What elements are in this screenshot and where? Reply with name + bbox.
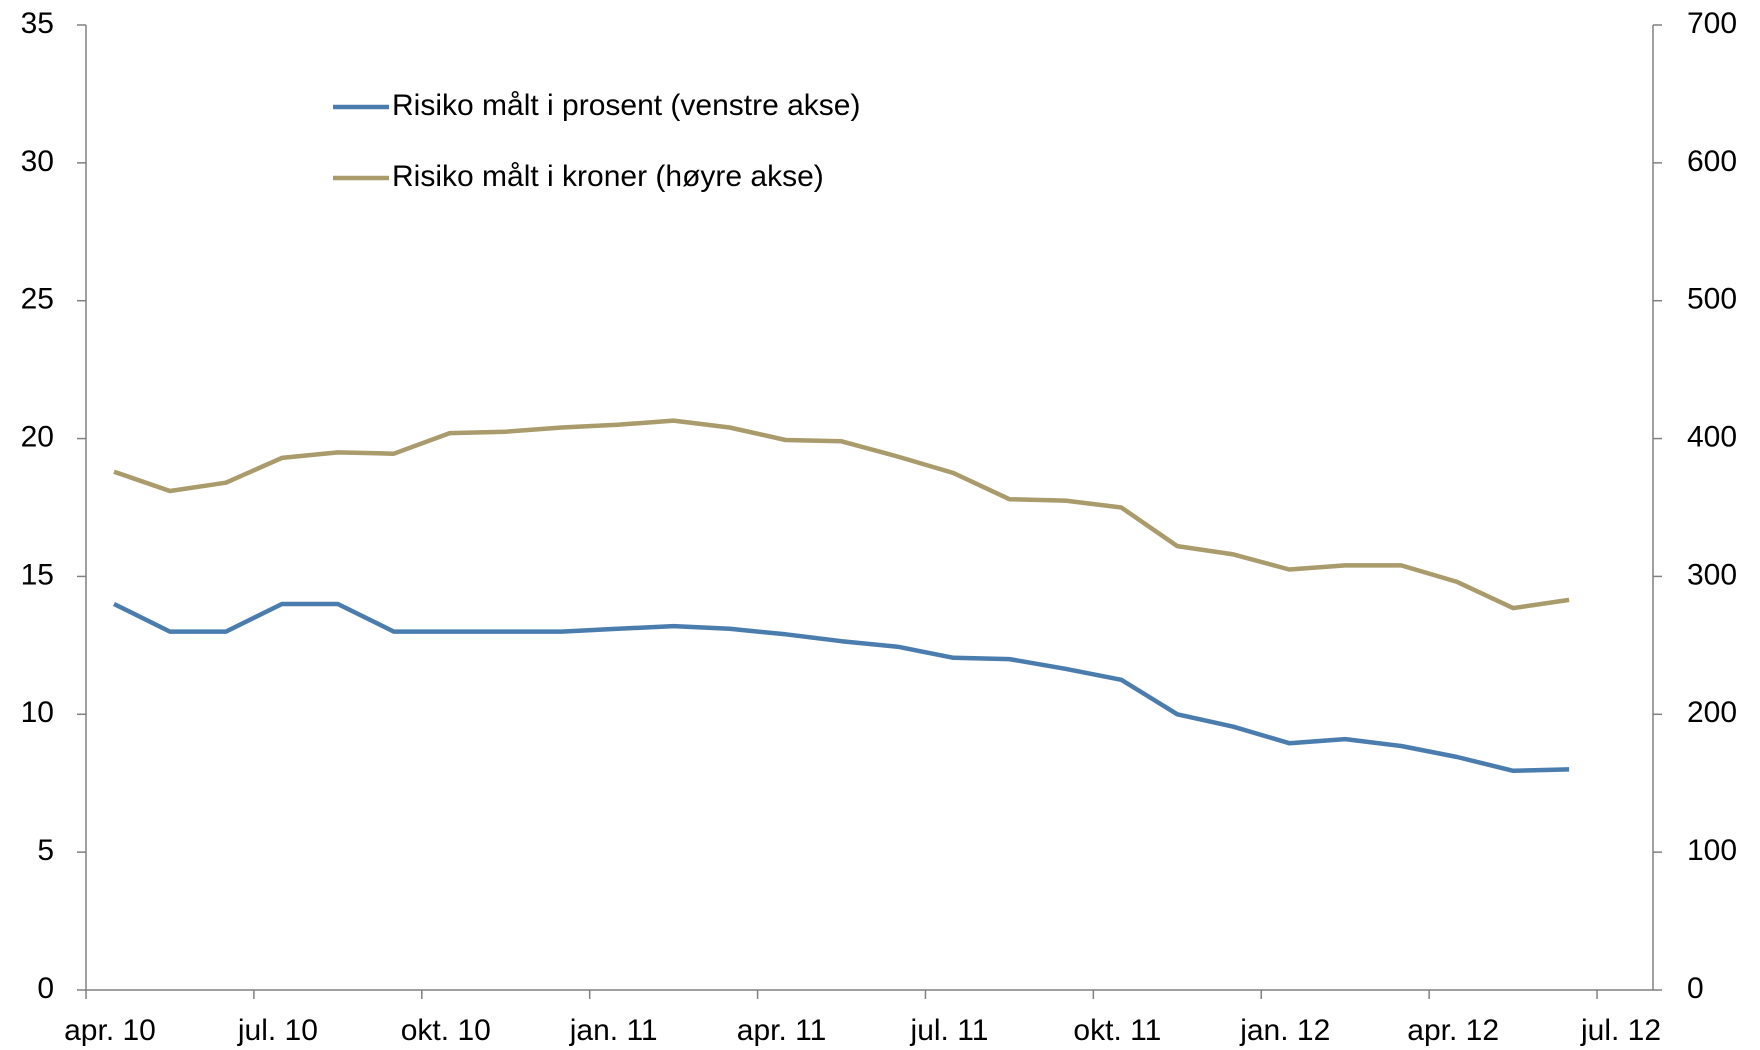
- x-tick-label: apr. 10: [64, 1014, 156, 1047]
- y-tick-label: 10: [21, 696, 54, 729]
- y2-tick-label: 200: [1687, 696, 1737, 729]
- y2-tick-label: 600: [1687, 145, 1737, 178]
- y-tick-label: 35: [21, 7, 54, 40]
- x-tick-label: jul. 11: [910, 1014, 989, 1047]
- series-line: [113, 418, 1570, 611]
- y2-tick-label: 300: [1687, 558, 1737, 591]
- y2-tick-label: 0: [1687, 972, 1704, 1005]
- y2-tick-label: 700: [1687, 7, 1737, 40]
- y-tick-label: 20: [21, 420, 54, 453]
- legend-label: Risiko målt i kroner (høyre akse): [392, 160, 824, 193]
- x-tick-label: okt. 10: [401, 1014, 491, 1047]
- y-tick-label: 5: [37, 834, 54, 867]
- x-tick-label: jul. 12: [1580, 1014, 1661, 1047]
- legend-label: Risiko målt i prosent (venstre akse): [392, 89, 861, 122]
- y-tick-label: 25: [21, 283, 54, 316]
- y2-tick-label: 100: [1687, 834, 1737, 867]
- y-tick-label: 0: [37, 972, 54, 1005]
- y2-tick-label: 500: [1687, 283, 1737, 316]
- x-tick-label: apr. 11: [737, 1014, 827, 1047]
- series-line: [113, 601, 1570, 774]
- x-tick-label: jan. 12: [1239, 1014, 1330, 1047]
- x-tick-label: jan. 11: [569, 1014, 658, 1047]
- x-tick-label: okt. 11: [1073, 1014, 1161, 1047]
- y2-tick-label: 400: [1687, 420, 1737, 453]
- x-tick-label: apr. 12: [1407, 1014, 1499, 1047]
- y-tick-label: 15: [21, 558, 54, 591]
- x-tick-label: jul. 10: [237, 1014, 318, 1047]
- y-tick-label: 30: [21, 145, 54, 178]
